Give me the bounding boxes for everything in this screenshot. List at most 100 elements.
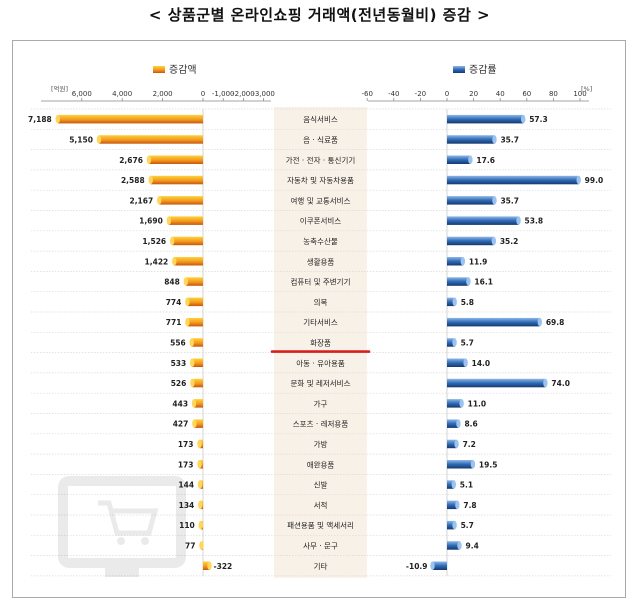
rate-bar-cap <box>459 399 464 408</box>
amount-value-label: 5,150 <box>69 135 93 144</box>
category-label: 신발 <box>314 481 328 490</box>
amount-bar-cap <box>199 541 204 550</box>
rate-bar-cap <box>516 216 521 225</box>
category-label: 이쿠폰서비스 <box>300 216 341 226</box>
rate-bar <box>447 419 459 428</box>
rate-bar <box>447 155 471 164</box>
rate-value-label: 69.8 <box>546 318 565 327</box>
amount-bar <box>192 378 203 388</box>
amount-value-label: 2,588 <box>121 176 145 185</box>
amount-bar <box>203 561 210 570</box>
amount-value-label: 443 <box>172 399 188 408</box>
rate-bar <box>432 561 447 570</box>
right-axis-unit: [%] <box>581 85 592 93</box>
rate-bar <box>447 175 579 185</box>
right-axis-tick-label: 40 <box>496 90 505 98</box>
amount-value-label: -322 <box>214 562 233 571</box>
amount-bar-cap <box>172 257 177 266</box>
amount-bar-cap <box>191 399 197 408</box>
category-label: 가방 <box>314 439 328 449</box>
amount-value-label: 1,526 <box>142 237 166 246</box>
category-label: 자동차 및 자동차용품 <box>287 175 354 185</box>
rate-value-label: 35.2 <box>500 237 519 246</box>
amount-bar <box>159 196 203 205</box>
category-label: 아동 · 유아용품 <box>296 358 345 368</box>
rate-bar <box>447 257 463 266</box>
amount-value-label: 848 <box>164 278 180 287</box>
left-axis-tick-label: 0 <box>201 90 205 98</box>
category-label: 서적 <box>314 500 328 510</box>
rate-bar <box>447 460 473 469</box>
amount-bar-cap <box>169 236 175 246</box>
left-axis-tick-label: -1,000 <box>212 90 235 98</box>
category-label: 생활용품 <box>307 256 335 266</box>
rate-value-label: 8.6 <box>464 420 477 429</box>
category-label: 화장품 <box>310 337 331 347</box>
amount-bar-cap <box>198 520 203 530</box>
category-label: 여행 및 교통서비스 <box>291 195 351 205</box>
amount-value-label: 1,422 <box>145 257 169 266</box>
rate-bar <box>447 358 466 367</box>
left-axis-tick-label: 6,000 <box>72 90 92 98</box>
right-axis-tick-label: 100 <box>573 90 586 98</box>
rate-value-label: 5.1 <box>460 481 473 490</box>
rate-value-label: 5.8 <box>461 298 474 307</box>
rate-value-label: 35.7 <box>500 135 519 144</box>
rate-bar-cap <box>451 480 456 489</box>
rate-value-label: 99.0 <box>585 176 604 185</box>
amount-value-label: 2,676 <box>119 156 143 165</box>
rate-bar-cap <box>454 439 459 449</box>
right-axis-tick-label: -60 <box>361 90 372 98</box>
rate-bar-cap <box>537 317 543 327</box>
amount-bar <box>194 399 203 408</box>
amount-bar-cap <box>197 460 202 469</box>
amount-bar-cap <box>198 500 203 510</box>
category-label: 사무 · 문구 <box>303 541 338 550</box>
rate-bar <box>447 520 455 530</box>
rate-value-label: 53.8 <box>525 217 544 226</box>
amount-value-label: 77 <box>185 541 195 550</box>
rate-bar <box>447 114 524 124</box>
amount-bar-cap <box>157 196 162 205</box>
rate-bar <box>447 439 457 449</box>
category-label: 문화 및 레저서비스 <box>291 378 351 388</box>
shopping-cart-watermark-icon <box>58 476 186 577</box>
category-label: 가구 <box>314 399 328 408</box>
rate-bar <box>447 500 458 510</box>
rate-bar <box>447 399 462 408</box>
category-label: 기타서비스 <box>303 318 338 327</box>
amount-bar <box>168 216 203 225</box>
rate-value-label: 11.0 <box>468 399 487 408</box>
rate-bar <box>447 196 495 205</box>
legend-swatch-blue <box>453 66 465 73</box>
amount-value-label: 427 <box>173 420 189 429</box>
right-axis-tick-label: 20 <box>469 90 478 98</box>
left-axis-tick-label: -2,000 <box>232 90 255 98</box>
legend-rate-label: 증감률 <box>469 64 497 76</box>
rate-value-label: 14.0 <box>472 359 491 368</box>
amount-bar-cap <box>96 135 102 144</box>
amount-value-label: 7,188 <box>28 115 52 124</box>
right-axis-tick-label: 0 <box>445 90 449 98</box>
left-axis-unit: [억원] <box>51 84 68 93</box>
category-label: 스포츠 · 레저용품 <box>293 420 349 429</box>
amount-bar-cap <box>148 175 153 185</box>
category-label: 농축수산물 <box>303 236 338 246</box>
amount-bar-cap <box>189 338 194 347</box>
amount-value-label: 771 <box>166 318 182 327</box>
rate-value-label: 5.7 <box>461 338 474 347</box>
amount-bar-cap <box>166 216 172 225</box>
amount-value-label: 110 <box>179 521 195 530</box>
amount-bar <box>194 419 203 428</box>
amount-bar <box>172 236 203 246</box>
rate-bar-cap <box>452 338 457 347</box>
amount-value-label: 173 <box>178 440 194 449</box>
amount-bar <box>191 338 203 347</box>
rate-value-label: 7.2 <box>463 440 476 449</box>
amount-bar <box>98 135 203 144</box>
amount-value-label: 144 <box>178 481 194 490</box>
amount-bar <box>187 317 203 327</box>
rate-bar-cap <box>492 196 497 205</box>
amount-bar-cap <box>55 114 60 124</box>
rate-value-label: 9.4 <box>466 541 479 550</box>
